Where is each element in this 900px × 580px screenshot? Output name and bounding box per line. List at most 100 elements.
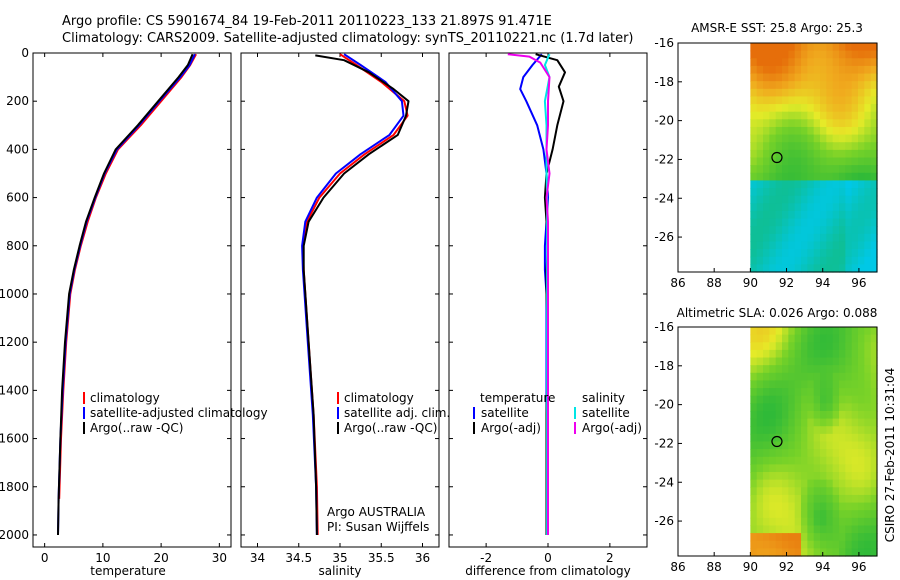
heatmap-cell	[807, 441, 815, 450]
heatmap-cell	[864, 43, 872, 52]
heatmap-cell	[807, 456, 815, 465]
heatmap-cell	[788, 426, 796, 435]
heatmap-cell	[813, 327, 821, 336]
heatmap-cell	[820, 357, 827, 366]
heatmap-cell	[864, 357, 872, 366]
heatmap-cell	[769, 418, 777, 427]
heatmap-cell	[750, 172, 758, 181]
heatmap-cell	[801, 372, 808, 382]
series-line-salinity-argo-adj-	[507, 53, 551, 535]
y-tick-label: -16	[654, 36, 674, 50]
heatmap-cell	[775, 81, 783, 90]
heatmap-cell	[870, 241, 878, 250]
heatmap-cell	[788, 418, 796, 427]
heatmap-cell	[750, 81, 758, 90]
heatmap-cell	[782, 548, 789, 557]
x-tick-label: 0	[41, 551, 49, 565]
heatmap-cell	[763, 81, 770, 90]
heatmap-cell	[788, 96, 796, 105]
heatmap-cell	[839, 449, 846, 458]
heatmap-cell	[782, 210, 789, 220]
heatmap-cell	[839, 226, 846, 235]
heatmap-cell	[839, 357, 846, 366]
heatmap-cell	[839, 540, 846, 549]
heatmap-cell	[813, 264, 821, 273]
heatmap-cell	[775, 380, 783, 389]
heatmap-cell	[870, 349, 878, 359]
heatmap-cell	[858, 365, 865, 374]
heatmap-cell	[845, 256, 853, 265]
heatmap-cell	[788, 533, 796, 542]
heatmap-cell	[750, 104, 758, 113]
heatmap-cell	[851, 418, 859, 427]
heatmap-cell	[775, 88, 783, 98]
heatmap-cell	[775, 104, 783, 113]
heatmap-cell	[858, 256, 865, 265]
heatmap-cell	[807, 142, 815, 151]
heatmap-cell	[788, 149, 796, 159]
heatmap-cell	[820, 210, 827, 220]
legend-text-argo: Argo(..raw -QC)	[344, 421, 437, 435]
heatmap-cell	[769, 104, 777, 113]
heatmap-cell	[756, 58, 764, 67]
x-tick-label: 34.5	[285, 551, 312, 565]
heatmap-cell	[864, 149, 872, 159]
legend-text-satellite-adjusted: satellite-adjusted climatology	[90, 406, 268, 420]
heatmap-cell	[756, 410, 764, 420]
heatmap-cell	[763, 540, 770, 549]
heatmap-cell	[769, 233, 777, 243]
heatmap-cell	[807, 395, 815, 404]
heatmap-cell	[870, 342, 878, 351]
heatmap-cell	[813, 472, 821, 481]
heatmap-cell	[832, 342, 840, 351]
heatmap-cell	[794, 395, 802, 404]
heatmap-cell	[801, 149, 808, 159]
heatmap-cell	[769, 180, 777, 189]
heatmap-cell	[851, 449, 859, 458]
heatmap-cell	[782, 349, 789, 359]
heatmap-cell	[782, 403, 789, 412]
heatmap-cell	[769, 195, 777, 204]
heatmap-cell	[820, 88, 827, 98]
heatmap-cell	[807, 256, 815, 265]
heatmap-cell	[756, 195, 764, 204]
heatmap-cell	[756, 349, 764, 359]
heatmap-cell	[794, 249, 802, 258]
heatmap-cell	[813, 372, 821, 382]
heatmap-cell	[832, 73, 840, 82]
heatmap-cell	[794, 540, 802, 549]
heatmap-cell	[794, 111, 802, 120]
heatmap-cell	[858, 226, 865, 235]
heatmap-cell	[794, 96, 802, 105]
heatmap-cell	[782, 58, 789, 67]
heatmap-cell	[820, 218, 827, 227]
heatmap-cell	[756, 479, 764, 488]
heatmap-cell	[756, 380, 764, 389]
heatmap-cell	[788, 188, 796, 197]
heatmap-cell	[864, 157, 872, 166]
heatmap-cell	[750, 449, 758, 458]
legend-text-climatology: climatology	[344, 391, 414, 405]
heatmap-cell	[750, 210, 758, 220]
heatmap-cell	[763, 142, 770, 151]
heatmap-cell	[864, 410, 872, 420]
heatmap-cell	[750, 203, 758, 212]
heatmap-cell	[832, 226, 840, 235]
heatmap-cell	[763, 73, 770, 82]
heatmap-cell	[813, 525, 821, 534]
heatmap-cell	[750, 73, 758, 82]
heatmap-cell	[851, 349, 859, 359]
heatmap-cell	[839, 327, 846, 336]
heatmap-cell	[820, 525, 827, 534]
x-tick-label: 88	[707, 560, 722, 574]
x-tick-label: 94	[815, 560, 830, 574]
heatmap-cell	[820, 388, 827, 397]
heatmap-cell	[775, 249, 783, 258]
heatmap-cell	[845, 249, 853, 258]
heatmap-cell	[845, 126, 853, 136]
heatmap-cell	[750, 494, 758, 504]
heatmap-cell	[839, 188, 846, 197]
heatmap-cell	[858, 165, 865, 174]
heatmap-cell	[775, 433, 783, 443]
heatmap-cell	[858, 43, 865, 52]
